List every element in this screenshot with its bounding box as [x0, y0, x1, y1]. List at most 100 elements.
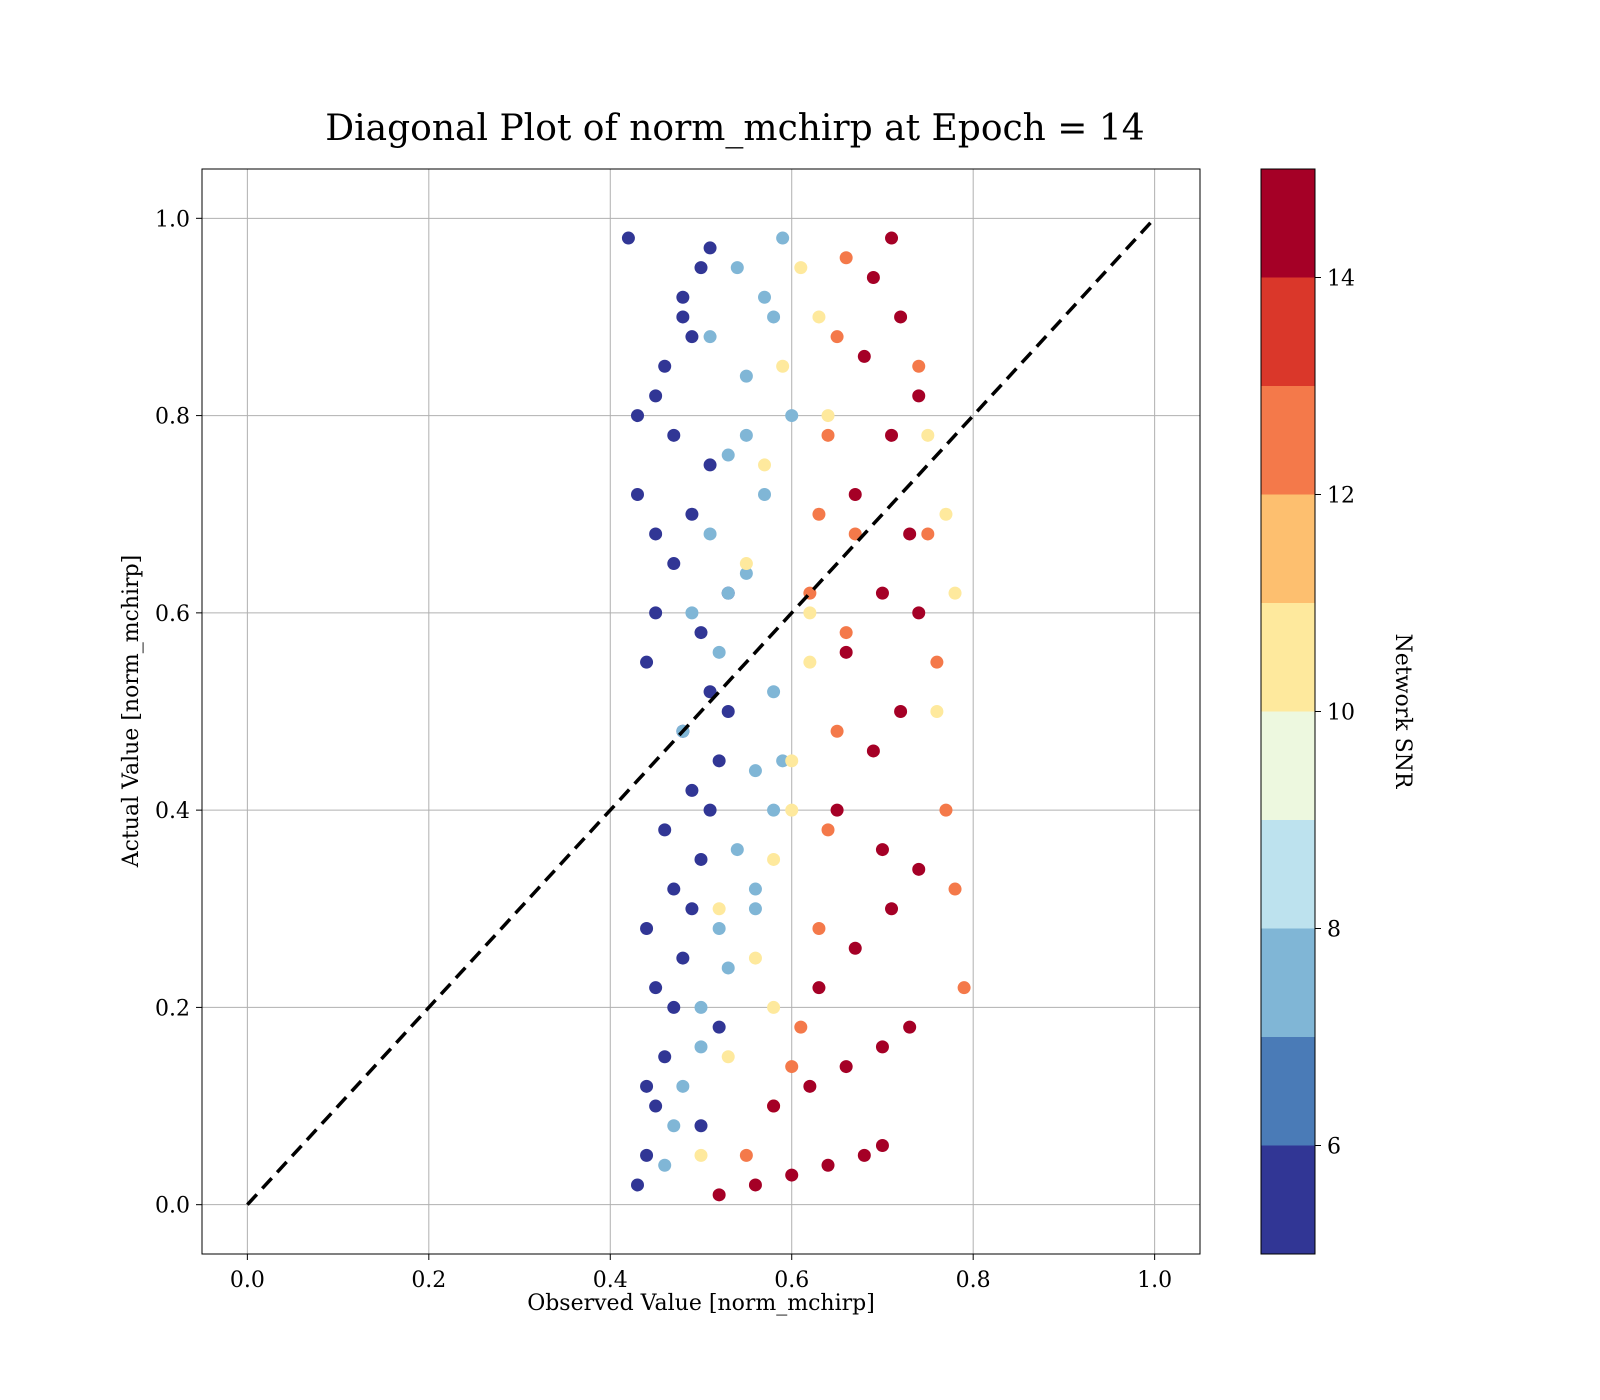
scatter-point — [739, 566, 753, 580]
scatter-point — [721, 705, 735, 718]
scatter-point — [640, 1079, 654, 1093]
scatter-point — [685, 902, 699, 916]
scatter-point — [712, 754, 726, 768]
scatter-point — [676, 951, 690, 965]
scatter-point — [875, 1139, 889, 1152]
scatter-point — [712, 1188, 726, 1202]
y-tick-label: 0.6 — [155, 602, 190, 627]
scatter-point — [912, 389, 926, 403]
scatter-point — [857, 1148, 871, 1162]
scatter-point — [812, 507, 826, 521]
scatter-point — [667, 428, 681, 442]
colorbar-bin — [1261, 1145, 1315, 1254]
scatter-point — [694, 1148, 708, 1162]
scatter-point — [703, 685, 717, 699]
colorbar-bin — [1261, 1037, 1315, 1146]
scatter-point — [767, 685, 781, 699]
grid-lines — [202, 169, 1200, 1254]
scatter-point — [785, 1060, 799, 1074]
scatter-point — [821, 823, 835, 837]
scatter-point — [748, 951, 762, 965]
scatter-point — [930, 655, 944, 669]
colorbar-label: Network SNR — [1390, 634, 1415, 790]
scatter-point — [649, 606, 663, 620]
scatter-point — [803, 606, 817, 620]
scatter-point — [785, 754, 799, 768]
scatter-point — [640, 922, 654, 935]
scatter-point — [812, 922, 826, 935]
scatter-point — [948, 586, 962, 600]
y-tick-label: 0.8 — [155, 405, 190, 430]
scatter-point — [839, 251, 853, 265]
scatter-point — [676, 290, 690, 304]
scatter-point — [939, 507, 953, 521]
x-axis-label: Observed Value [norm_mchirp] — [527, 1291, 875, 1316]
scatter-point — [939, 803, 953, 817]
scatter-point — [758, 488, 772, 501]
scatter-point — [685, 330, 699, 344]
colorbar-bin — [1261, 169, 1315, 278]
scatter-point — [776, 754, 790, 768]
scatter-point — [821, 409, 835, 423]
scatter-point — [667, 1119, 681, 1133]
scatter-point — [767, 852, 781, 866]
scatter-point — [630, 488, 644, 501]
colorbar-tick-label: 12 — [1327, 484, 1355, 509]
scatter-point — [739, 369, 753, 383]
y-tick-label: 0.2 — [155, 996, 190, 1021]
scatter-point — [866, 744, 880, 758]
scatter-point — [767, 310, 781, 324]
scatter-point — [830, 330, 844, 344]
scatter-point — [721, 586, 735, 600]
colorbar-bin — [1261, 386, 1315, 495]
scatter-point — [776, 359, 790, 373]
scatter-point — [885, 428, 899, 442]
scatter-point — [621, 231, 635, 245]
scatter-point — [694, 1000, 708, 1014]
scatter-point — [658, 359, 672, 373]
scatter-point — [640, 1148, 654, 1162]
scatter-point — [658, 1050, 672, 1064]
scatter-point — [821, 428, 835, 442]
diagonal-reference-line — [246, 217, 1156, 1206]
scatter-point — [912, 606, 926, 620]
colorbar-bin — [1261, 711, 1315, 820]
colorbar-bin — [1261, 820, 1315, 929]
scatter-point — [957, 981, 971, 995]
scatter-point — [785, 1168, 799, 1182]
colorbar-tick-label: 6 — [1327, 1135, 1341, 1160]
scatter-point — [767, 1000, 781, 1014]
scatter-point — [739, 428, 753, 442]
scatter-point — [721, 448, 735, 462]
plot-frame — [201, 168, 1201, 1255]
scatter-point — [694, 1119, 708, 1133]
scatter-point — [885, 231, 899, 245]
scatter-point — [839, 1060, 853, 1074]
scatter-point — [912, 862, 926, 876]
x-tick-label: 0.8 — [956, 1268, 991, 1293]
scatter-point — [630, 1178, 644, 1192]
scatter-point — [948, 882, 962, 896]
scatter-point — [830, 724, 844, 738]
x-tick-label: 0.0 — [230, 1268, 265, 1293]
colorbar: 6 8 10 12 14 — [1260, 168, 1355, 1255]
scatter-point — [848, 488, 862, 501]
chart-title: Diagonal Plot of norm_mchirp at Epoch = … — [325, 108, 1144, 149]
scatter-point — [685, 783, 699, 797]
scatter-point — [649, 389, 663, 403]
y-tick-label: 1.0 — [155, 207, 190, 232]
scatter-point — [748, 1178, 762, 1192]
scatter-point — [721, 1050, 735, 1064]
scatter-point — [658, 1158, 672, 1172]
scatter-point — [630, 409, 644, 423]
scatter-point — [739, 557, 753, 571]
scatter-point — [921, 527, 935, 541]
scatter-point — [730, 261, 744, 275]
scatter-point — [812, 310, 826, 324]
scatter-point — [830, 803, 844, 817]
scatter-point — [857, 349, 871, 363]
scatter-point — [703, 803, 717, 817]
y-axis-ticks: 0.0 0.2 0.4 0.6 0.8 1.0 — [155, 207, 202, 1219]
scatter-point — [839, 626, 853, 640]
x-tick-label: 0.6 — [774, 1268, 809, 1293]
